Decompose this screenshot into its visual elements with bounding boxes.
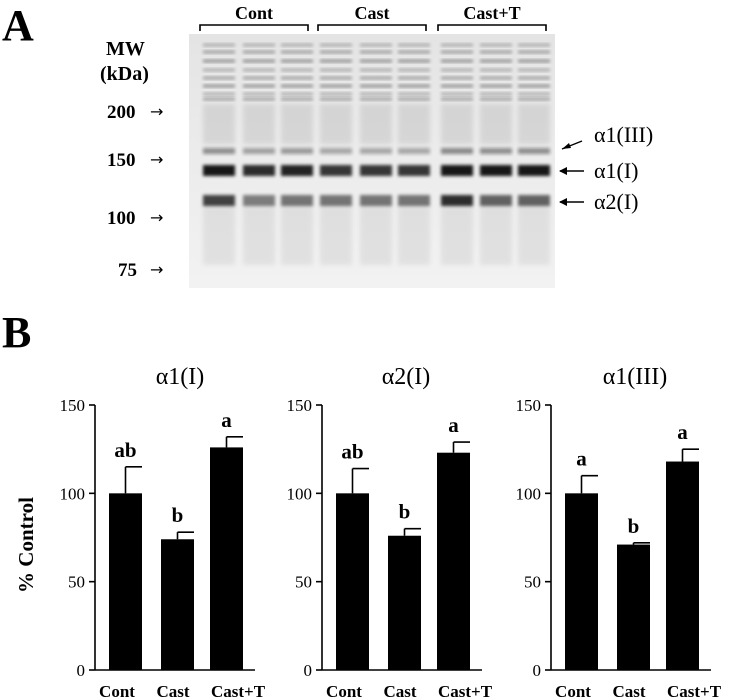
significance-label: b <box>399 500 411 524</box>
category-label: Cast+T <box>211 682 266 699</box>
y-tick-label: 0 <box>77 661 86 680</box>
chart-title: α2(I) <box>382 364 431 390</box>
panel-a-letter: A <box>2 1 34 50</box>
mw-arrow-75: → <box>150 260 163 279</box>
y-tick-label: 100 <box>60 484 86 503</box>
bar-chart-3: α1(III) 0 50 100 150 a Cont b Cast a Cast+T <box>516 364 722 699</box>
gel-lane <box>281 43 313 265</box>
gel-lane <box>203 43 235 265</box>
group-label-cont: Cont <box>235 3 273 23</box>
y-tick-label: 100 <box>287 484 313 503</box>
band-label-a1-i: α1(I) <box>594 158 639 183</box>
gel-lane <box>398 43 430 265</box>
gel-lane <box>441 43 473 265</box>
mw-marker-200: 200 <box>107 102 136 123</box>
mw-arrow-100: → <box>150 208 163 227</box>
category-label: Cast+T <box>438 682 493 699</box>
significance-label: a <box>677 420 688 444</box>
significance-label: ab <box>114 438 136 462</box>
mw-marker-75: 75 <box>118 260 137 281</box>
group-bracket-cast: Cast <box>317 3 427 31</box>
gel-lane <box>243 43 275 265</box>
significance-label: a <box>448 413 459 437</box>
group-bracket-cont: Cont <box>199 3 309 31</box>
group-label-cast: Cast <box>355 3 390 23</box>
band-annotation-a1-i: α1(I) <box>559 158 639 183</box>
bar <box>565 493 598 670</box>
group-bracket-cast-t: Cast+T <box>437 3 547 31</box>
y-tick-label: 50 <box>295 573 312 592</box>
y-tick-label: 50 <box>68 573 85 592</box>
bar <box>210 447 243 670</box>
bar <box>336 493 369 670</box>
y-axis-label: % Control <box>14 497 38 593</box>
significance-label: ab <box>341 440 363 464</box>
significance-label: a <box>221 408 232 432</box>
group-label-cast-t: Cast+T <box>463 3 520 23</box>
y-tick-label: 150 <box>287 396 313 415</box>
category-label: Cont <box>99 682 135 699</box>
category-label: Cast <box>612 682 645 699</box>
y-tick-label: 100 <box>516 484 542 503</box>
panel-a: A MW (kDa) 200 → 150 → 100 → 75 → Cont C… <box>2 1 653 288</box>
bar <box>617 544 650 670</box>
band-annotation-a1-iii: α1(III) <box>561 122 653 150</box>
gel-lane <box>320 43 352 265</box>
significance-label: b <box>172 503 184 527</box>
category-label: Cont <box>555 682 591 699</box>
bar-chart-2: α2(I) 0 50 100 150 ab Cont b Cast a Cast+T <box>287 364 493 699</box>
bar <box>109 493 142 670</box>
mw-header-line1: MW <box>106 38 145 60</box>
category-label: Cast+T <box>667 682 722 699</box>
y-tick-label: 50 <box>524 573 541 592</box>
panel-b-letter: B <box>2 308 31 357</box>
band-annotation-a2-i: α2(I) <box>559 189 639 214</box>
y-tick-label: 150 <box>60 396 86 415</box>
category-label: Cast <box>383 682 416 699</box>
y-tick-label: 150 <box>516 396 542 415</box>
gel-lane <box>518 43 550 265</box>
bar <box>161 539 194 670</box>
mw-arrow-150: → <box>150 150 163 169</box>
panel-b: B % Control α1(I)050100150abContbCastaCa… <box>2 308 722 699</box>
mw-marker-100: 100 <box>107 208 136 229</box>
mw-arrow-200: → <box>150 102 163 121</box>
band-label-a1-iii: α1(III) <box>594 122 653 147</box>
bar-chart-1: α1(I) 0 50 100 150 ab Cont b Cast a Cast+T <box>60 364 266 699</box>
y-tick-label: 0 <box>533 661 542 680</box>
bar <box>437 452 470 670</box>
y-tick-label: 0 <box>304 661 313 680</box>
band-label-a2-i: α2(I) <box>594 189 639 214</box>
gel-image <box>189 34 555 288</box>
significance-label: b <box>628 514 640 538</box>
mw-header-line2: (kDa) <box>100 63 149 85</box>
gel-lane <box>480 43 512 265</box>
chart-title: α1(III) <box>603 364 668 390</box>
bar <box>388 535 421 670</box>
category-label: Cast <box>156 682 189 699</box>
category-label: Cont <box>326 682 362 699</box>
mw-marker-150: 150 <box>107 150 136 171</box>
chart-title: α1(I) <box>156 364 205 390</box>
gel-lane <box>360 43 392 265</box>
bar <box>666 461 699 670</box>
significance-label: a <box>576 447 587 471</box>
